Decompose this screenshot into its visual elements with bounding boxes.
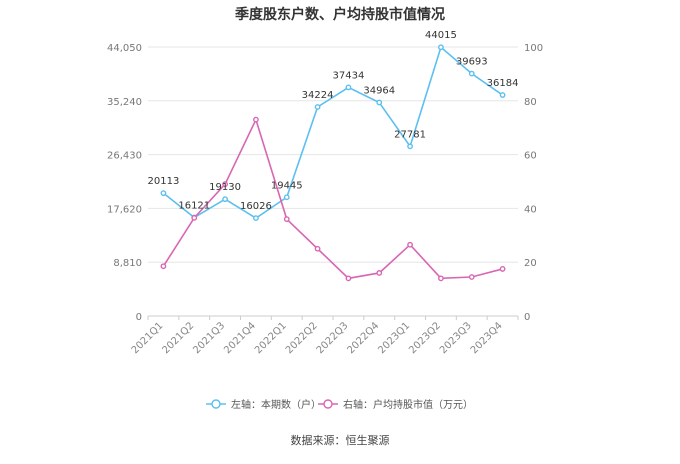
data-label: 36184 xyxy=(487,78,519,89)
data-point xyxy=(438,44,444,51)
data-label: 16121 xyxy=(178,201,210,212)
legend[interactable]: 左轴：本期数（户） 右轴：户均持股市值（万元） xyxy=(206,398,473,411)
data-point xyxy=(345,84,352,91)
legend-item-shareholder-count[interactable]: 左轴：本期数（户） xyxy=(206,398,321,411)
right-tick-label: 60 xyxy=(524,151,537,162)
right-tick-label: 80 xyxy=(524,97,537,108)
grid-lines xyxy=(148,46,518,317)
data-point xyxy=(222,196,228,203)
right-tick-label: 20 xyxy=(524,258,537,269)
data-point xyxy=(499,92,506,98)
x-tick-label: 2023Q1 xyxy=(376,320,412,356)
data-point xyxy=(160,263,167,270)
right-tick-label: 40 xyxy=(524,204,537,215)
source-note: 数据来源：恒生聚源 xyxy=(291,433,390,447)
data-point xyxy=(468,70,475,77)
x-tick-label: 2022Q1 xyxy=(253,320,289,356)
data-point xyxy=(191,214,198,221)
data-label: 20113 xyxy=(148,176,180,187)
data-label: 34224 xyxy=(302,90,334,101)
left-tick-label: 35,240 xyxy=(107,97,142,108)
data-point xyxy=(253,116,259,123)
data-labels: 20113 16121 19130 16026 19445 34224 37434 34964… xyxy=(148,30,519,212)
data-point xyxy=(499,266,506,272)
x-tick-label: 2021Q3 xyxy=(191,320,227,356)
legend-label: 右轴：户均持股市值（万元） xyxy=(343,398,473,411)
data-point xyxy=(407,241,413,248)
x-tick-label: 2023Q4 xyxy=(469,320,505,356)
series-layer xyxy=(160,44,506,282)
data-point xyxy=(438,275,444,282)
data-label: 19130 xyxy=(209,182,241,193)
data-label: 16026 xyxy=(240,201,272,212)
x-tick-label: 2023Q2 xyxy=(407,320,443,356)
data-label: 34964 xyxy=(363,85,395,96)
data-label: 44015 xyxy=(425,30,457,41)
left-tick-label: 26,430 xyxy=(107,151,142,162)
left-tick-label: 44,050 xyxy=(107,43,142,54)
data-point xyxy=(345,275,352,282)
data-point xyxy=(376,270,383,276)
data-label: 27781 xyxy=(394,129,426,140)
right-tick-label: 0 xyxy=(524,312,530,323)
left-tick-label: 0 xyxy=(136,312,142,323)
data-point xyxy=(283,216,290,223)
data-label: 19445 xyxy=(271,180,303,191)
x-tick-label: 2021Q4 xyxy=(222,320,258,356)
data-point xyxy=(468,274,475,280)
chart-title: 季度股东户数、户均持股市值情况 xyxy=(234,6,445,23)
left-tick-label: 8,810 xyxy=(113,258,142,269)
data-label: 39693 xyxy=(456,57,488,68)
data-point xyxy=(222,181,228,188)
x-tick-label: 2022Q4 xyxy=(346,320,382,356)
series-line-shareholder-count xyxy=(162,45,504,220)
x-tick-label: 2021Q2 xyxy=(161,320,197,356)
data-point xyxy=(283,194,290,201)
x-tick-label: 2021Q1 xyxy=(130,320,166,356)
x-tick-label: 2022Q2 xyxy=(284,320,320,356)
data-label: 37434 xyxy=(333,70,365,81)
x-tick-label: 2022Q3 xyxy=(315,320,351,356)
right-tick-label: 100 xyxy=(524,43,543,54)
data-point xyxy=(407,143,413,150)
data-point xyxy=(314,245,321,252)
data-point xyxy=(160,190,167,197)
legend-marker xyxy=(211,399,221,409)
legend-item-avg-holding-value[interactable]: 右轴：户均持股市值（万元） xyxy=(318,398,473,411)
data-point xyxy=(253,215,259,222)
x-tick-label: 2023Q3 xyxy=(438,320,474,356)
left-tick-label: 17,620 xyxy=(107,204,142,215)
legend-label: 左轴：本期数（户） xyxy=(231,398,321,411)
data-point xyxy=(376,99,383,106)
data-point xyxy=(314,104,321,110)
legend-marker xyxy=(323,399,333,409)
series-line-avg-holding-value xyxy=(162,117,503,280)
